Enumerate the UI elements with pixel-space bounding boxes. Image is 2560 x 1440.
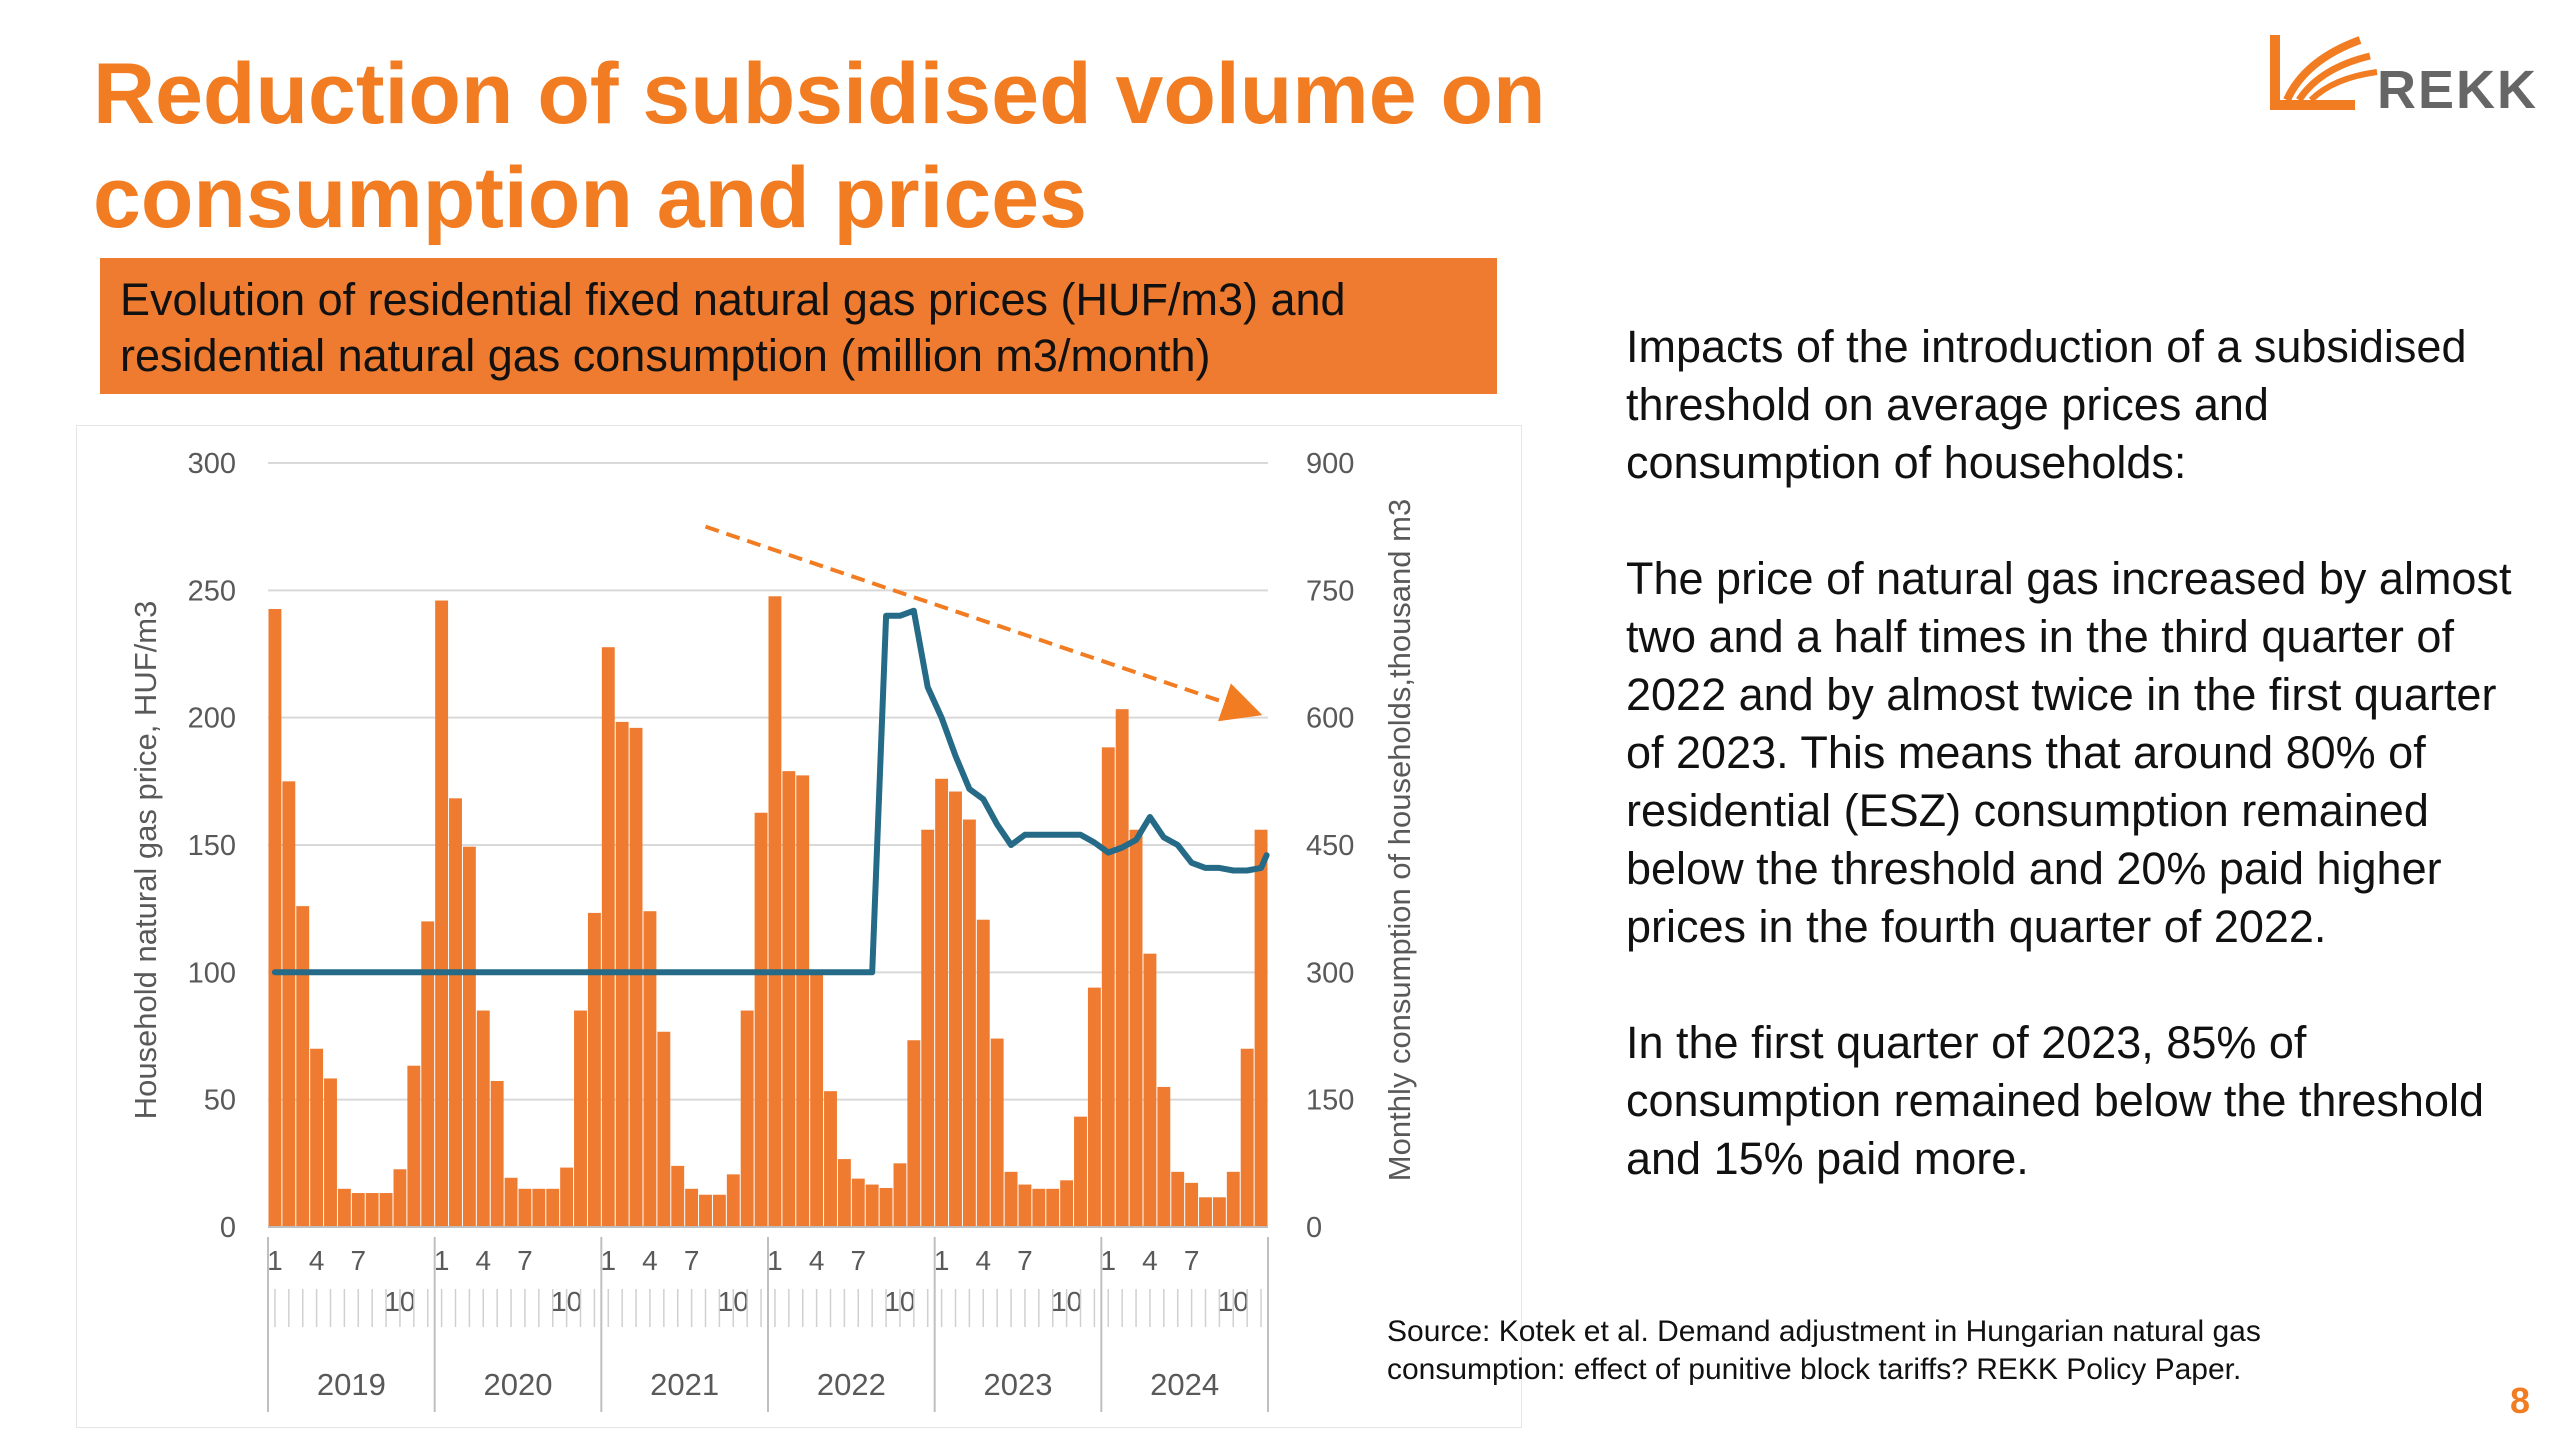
side-paragraph-1: Impacts of the introduction of a subsidi…	[1626, 321, 2467, 488]
rekk-logo-mark-icon	[2270, 35, 2378, 110]
rekk-logo: REKK	[2265, 20, 2555, 120]
logo-text: REKK	[2377, 60, 2539, 120]
page-number: 8	[2510, 1380, 2531, 1421]
page-title: Reduction of subsidised volume on consum…	[93, 46, 1546, 246]
chart-heading-line-1: Evolution of residential fixed natural g…	[120, 274, 1346, 325]
side-paragraph-3: In the first quarter of 2023, 85% of con…	[1626, 1017, 2485, 1184]
source-line-2: consumption: effect of punitive block ta…	[1387, 1353, 2242, 1386]
source-note: Source: Kotek et al. Demand adjustment i…	[1387, 1313, 2387, 1389]
chart-panel	[76, 425, 1522, 1428]
source-line-1: Source: Kotek et al. Demand adjustment i…	[1387, 1315, 2261, 1348]
chart-heading-banner: Evolution of residential fixed natural g…	[100, 258, 1497, 394]
chart-heading-line-2: residential natural gas consumption (mil…	[120, 330, 1211, 381]
side-paragraph-2: The price of natural gas increased by al…	[1626, 553, 2512, 952]
side-text: Impacts of the introduction of a subsidi…	[1626, 318, 2526, 1246]
